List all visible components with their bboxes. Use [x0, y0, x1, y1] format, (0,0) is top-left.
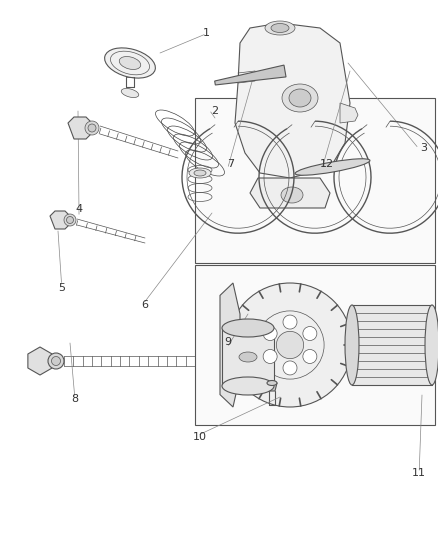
Circle shape	[302, 327, 316, 341]
Ellipse shape	[222, 377, 273, 395]
Ellipse shape	[222, 319, 273, 337]
Text: 7: 7	[226, 159, 233, 168]
Circle shape	[262, 327, 276, 341]
Ellipse shape	[294, 159, 369, 175]
Text: 6: 6	[141, 300, 148, 310]
Polygon shape	[214, 65, 286, 85]
Polygon shape	[266, 383, 276, 391]
Ellipse shape	[265, 21, 294, 35]
Text: 1: 1	[202, 28, 209, 38]
Circle shape	[66, 216, 73, 223]
Ellipse shape	[119, 56, 141, 69]
Ellipse shape	[266, 381, 276, 385]
Circle shape	[283, 315, 297, 329]
Text: 9: 9	[224, 337, 231, 347]
Text: 3: 3	[419, 143, 426, 153]
Ellipse shape	[288, 89, 310, 107]
Bar	[194, 265, 434, 425]
Bar	[194, 98, 434, 263]
Circle shape	[51, 357, 60, 366]
Polygon shape	[339, 103, 357, 123]
Polygon shape	[68, 117, 92, 139]
Ellipse shape	[194, 170, 205, 176]
Circle shape	[85, 121, 99, 135]
Ellipse shape	[280, 187, 302, 203]
Ellipse shape	[270, 23, 288, 33]
Polygon shape	[219, 283, 240, 407]
Circle shape	[262, 350, 276, 364]
Ellipse shape	[238, 352, 256, 362]
Text: 5: 5	[58, 283, 65, 293]
Circle shape	[283, 361, 297, 375]
Ellipse shape	[344, 305, 358, 385]
Polygon shape	[249, 178, 329, 208]
Ellipse shape	[189, 168, 211, 178]
Circle shape	[227, 283, 351, 407]
Circle shape	[302, 350, 316, 364]
Ellipse shape	[424, 305, 438, 385]
Circle shape	[48, 353, 64, 369]
Text: 8: 8	[71, 394, 78, 403]
Circle shape	[64, 214, 76, 226]
Bar	[222, 328, 273, 386]
Text: 10: 10	[192, 432, 206, 442]
Ellipse shape	[121, 88, 138, 98]
Bar	[351, 305, 431, 385]
Polygon shape	[234, 23, 349, 178]
Ellipse shape	[281, 84, 317, 112]
Circle shape	[276, 332, 303, 359]
Ellipse shape	[104, 48, 155, 78]
Circle shape	[88, 124, 96, 132]
Polygon shape	[28, 347, 52, 375]
Text: 2: 2	[211, 106, 218, 116]
Text: 4: 4	[75, 205, 82, 214]
Polygon shape	[50, 211, 70, 229]
Text: 11: 11	[411, 468, 425, 478]
Text: 12: 12	[319, 159, 333, 168]
